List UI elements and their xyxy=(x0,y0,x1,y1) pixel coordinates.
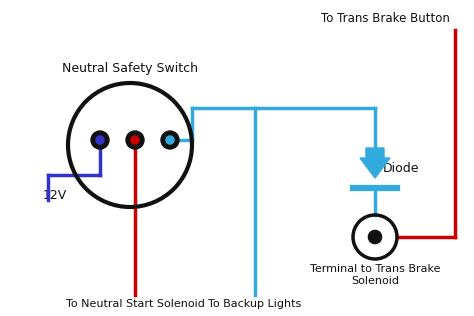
Text: 12V: 12V xyxy=(43,189,67,202)
Circle shape xyxy=(161,131,179,149)
Text: To Trans Brake Button: To Trans Brake Button xyxy=(321,12,450,25)
Text: To Neutral Start Solenoid: To Neutral Start Solenoid xyxy=(65,299,204,309)
Text: Terminal to Trans Brake
Solenoid: Terminal to Trans Brake Solenoid xyxy=(310,264,440,286)
Circle shape xyxy=(368,230,382,244)
FancyArrow shape xyxy=(360,148,390,178)
Circle shape xyxy=(131,136,139,144)
Text: To Backup Lights: To Backup Lights xyxy=(209,299,301,309)
Circle shape xyxy=(91,131,109,149)
Circle shape xyxy=(96,136,104,144)
Circle shape xyxy=(126,131,144,149)
Text: Neutral Safety Switch: Neutral Safety Switch xyxy=(62,62,198,75)
Circle shape xyxy=(166,136,174,144)
Text: Diode: Diode xyxy=(383,161,419,174)
